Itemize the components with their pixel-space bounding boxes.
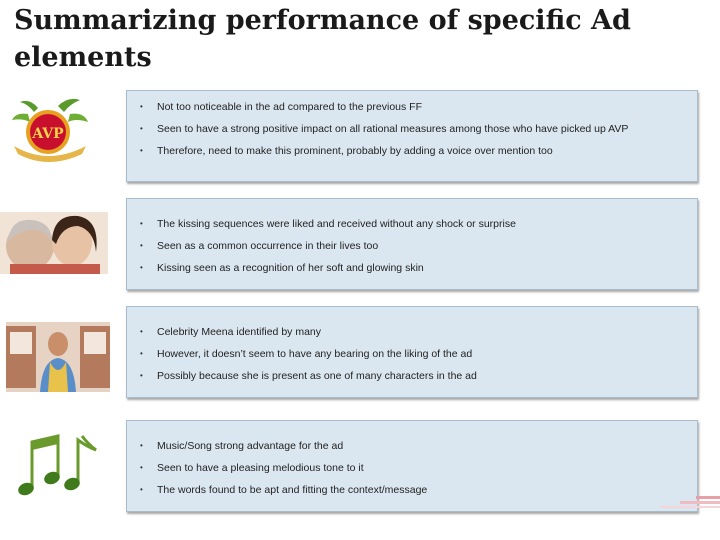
- list-item: • Seen to have a strong positive impact o…: [127, 118, 697, 140]
- ad-element-panel-celebrity: • Celebrity Meena identified by many • How…: [126, 306, 698, 398]
- list-item: • Seen to have a pleasing melodious tone …: [127, 457, 697, 479]
- bullet-icon: •: [140, 349, 143, 358]
- page-title: Summarizing performance of specific Ad e…: [14, 5, 631, 73]
- list-item: • However, it doesn’t seem to have any be…: [127, 343, 697, 365]
- bullet-icon: •: [140, 463, 143, 472]
- bullet-text: Seen as a common occurrence in their liv…: [157, 240, 379, 252]
- bullet-icon: •: [140, 485, 143, 494]
- bullet-text: However, it doesn’t seem to have any bea…: [157, 348, 473, 360]
- decorative-stripes: [600, 496, 720, 512]
- celebrity-meena-photo: [6, 322, 110, 392]
- bullet-text: The kissing sequences were liked and rec…: [157, 218, 516, 230]
- bullet-icon: •: [140, 102, 143, 111]
- bullet-text: The words found to be apt and fitting th…: [157, 484, 428, 496]
- bullet-text: Music/Song strong advantage for the ad: [157, 440, 344, 452]
- list-item: • Therefore, need to make this prominent,…: [127, 140, 697, 162]
- list-item: • Celebrity Meena identified by many: [127, 321, 697, 343]
- bullet-icon: •: [140, 371, 143, 380]
- list-item: • The kissing sequences were liked and re…: [127, 213, 697, 235]
- bullet-icon: •: [140, 241, 143, 250]
- bullet-text: Kissing seen as a recognition of her sof…: [157, 262, 424, 274]
- avp-logo-icon: AVP: [8, 94, 92, 162]
- music-notes-icon: [12, 432, 104, 498]
- ad-element-panel-kissing: • The kissing sequences were liked and re…: [126, 198, 698, 290]
- bullet-icon: •: [140, 146, 143, 155]
- bullet-icon: •: [140, 219, 143, 228]
- bullet-text: Therefore, need to make this prominent, …: [157, 145, 553, 157]
- bullet-icon: •: [140, 441, 143, 450]
- kissing-women-photo: [0, 212, 108, 274]
- bullet-text: Seen to have a pleasing melodious tone t…: [157, 462, 364, 474]
- list-item: • The words found to be apt and fitting t…: [127, 479, 697, 501]
- ad-element-panel-avp: • Not too noticeable in the ad compared t…: [126, 90, 698, 182]
- bullet-icon: •: [140, 327, 143, 336]
- bullet-text: Seen to have a strong positive impact on…: [157, 123, 629, 135]
- bullet-text: Not too noticeable in the ad compared to…: [157, 101, 422, 113]
- ad-element-panel-music: • Music/Song strong advantage for the ad …: [126, 420, 698, 512]
- list-item: • Music/Song strong advantage for the ad: [127, 435, 697, 457]
- bullet-icon: •: [140, 124, 143, 133]
- list-item: • Seen as a common occurrence in their li…: [127, 235, 697, 257]
- bullet-text: Celebrity Meena identified by many: [157, 326, 322, 338]
- avp-logo-text: AVP: [31, 126, 64, 142]
- bullet-text: Possibly because she is present as one o…: [157, 370, 477, 382]
- bullet-icon: •: [140, 263, 143, 272]
- list-item: • Kissing seen as a recognition of her so…: [127, 257, 697, 279]
- list-item: • Not too noticeable in the ad compared t…: [127, 96, 697, 118]
- list-item: • Possibly because she is present as one …: [127, 365, 697, 387]
